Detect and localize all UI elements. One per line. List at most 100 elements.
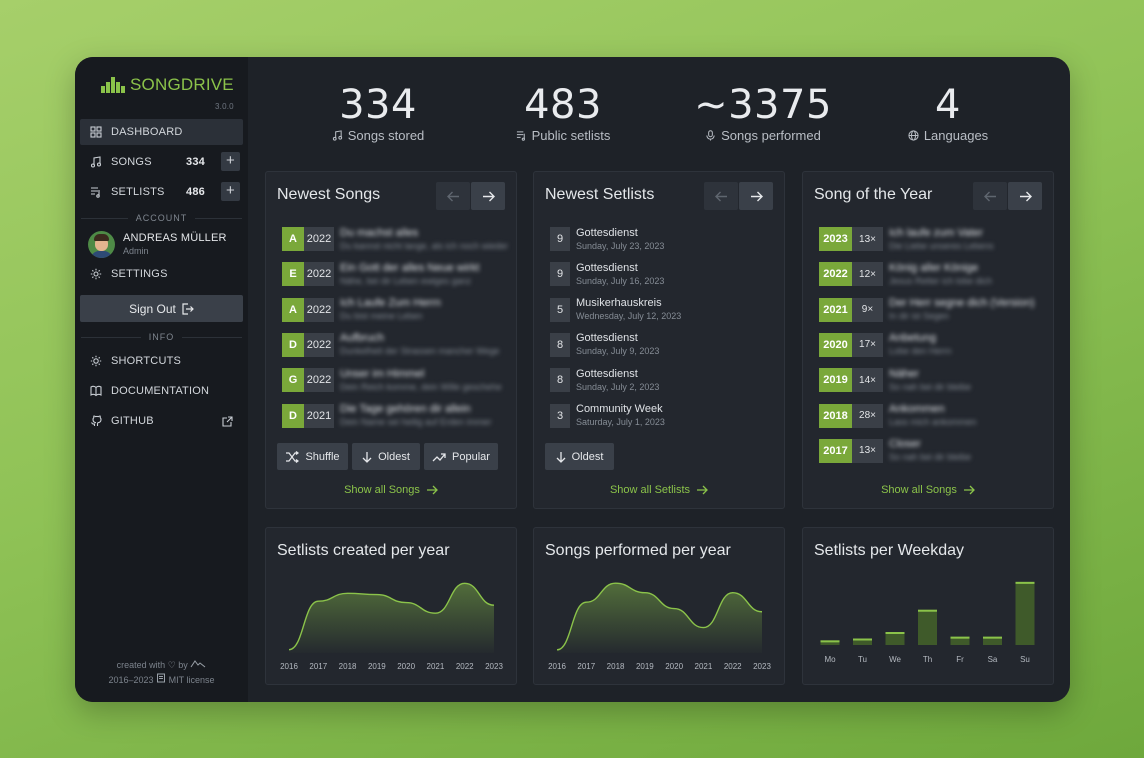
setlist-title: Gottesdienst [576, 226, 638, 239]
year-badge: 2022 [304, 227, 334, 251]
song-subtitle: Lobe den Herrn [889, 346, 952, 357]
arrow-right-icon [697, 485, 708, 495]
bar[interactable] [820, 640, 840, 645]
row-text: Gottesdienst Sunday, July 23, 2023 [576, 227, 664, 252]
stat-value: 483 [524, 82, 602, 128]
sidebar-item-songs[interactable]: SONGS 334 + [80, 149, 243, 175]
prev-button[interactable] [436, 182, 470, 210]
sidebar-item-shortcuts[interactable]: SHORTCUTS [80, 348, 243, 374]
setlist-row[interactable]: 9 Gottesdienst Sunday, July 23, 2023 [550, 226, 664, 252]
bar[interactable] [950, 636, 970, 645]
series-line [556, 582, 763, 651]
song-row[interactable]: G 2022 Unser im Himmel Dein Reich komme, de… [282, 367, 502, 393]
x-tick-label: 2021 [427, 662, 445, 671]
arrow-right-icon [426, 485, 438, 495]
sidebar-item-documentation[interactable]: DOCUMENTATION [80, 378, 243, 404]
stat-label: Songs performed [721, 128, 821, 143]
year-badge: 2022 [304, 297, 334, 322]
song-count-badge: 5 [550, 297, 570, 322]
x-tick-label: 2023 [485, 662, 503, 671]
shuffle-button[interactable]: Shuffle [277, 443, 348, 470]
oldest-button[interactable]: Oldest [352, 443, 420, 470]
footer-license[interactable]: MIT license [168, 675, 215, 685]
bar[interactable] [1015, 581, 1035, 645]
show-all-songs-link[interactable]: Show all Songs [803, 484, 1053, 496]
setlist-row[interactable]: 9 Gottesdienst Sunday, July 16, 2023 [550, 261, 664, 287]
user-profile[interactable]: ANDREAS MÜLLER Admin [88, 229, 243, 259]
add-setlist-button[interactable]: + [221, 182, 240, 201]
x-tick-label: 2022 [456, 662, 474, 671]
sign-out-button[interactable]: Sign Out [80, 295, 243, 322]
license-icon [157, 673, 166, 683]
show-all-setlists-link[interactable]: Show all Setlists [534, 484, 784, 496]
play-count-badge: 17× [852, 332, 883, 357]
oldest-button[interactable]: Oldest [545, 443, 614, 470]
logo[interactable]: SONGDRIVE 3.0.0 [75, 75, 248, 111]
prev-button[interactable] [704, 182, 738, 210]
song-row[interactable]: D 2021 Die Tage gehören dir allein Dein Nam… [282, 403, 492, 429]
sidebar-item-github[interactable]: GITHUB [80, 408, 243, 434]
row-text: König aller Könige Jesus Retter ich lobe … [889, 262, 992, 287]
song-row[interactable]: E 2022 Ein Gott der alles Neue wirkt Nähe, … [282, 261, 479, 287]
play-count-badge: 9× [852, 297, 883, 322]
popular-button[interactable]: Popular [424, 443, 498, 470]
setlist-row[interactable]: 5 Musikerhauskreis Wednesday, July 12, 202… [550, 297, 681, 323]
arrow-right-icon [482, 191, 495, 201]
setlist-title: Musikerhauskreis [576, 297, 662, 310]
sidebar-item-setlists[interactable]: SETLISTS 486 + [80, 179, 243, 205]
chart-title: Setlists per Weekday [814, 542, 964, 559]
next-button[interactable] [1008, 182, 1042, 210]
add-song-button[interactable]: + [221, 152, 240, 171]
prev-button[interactable] [973, 182, 1007, 210]
newest-setlists-card: Newest Setlists 9 Gottesdienst Sunday, Jul… [533, 171, 785, 509]
shuffle-icon [286, 450, 300, 463]
bar[interactable] [885, 632, 905, 645]
row-text: Community Week Saturday, July 1, 2023 [576, 403, 665, 428]
row-text: Unser im Himmel Dein Reich komme, dein Wi… [340, 368, 502, 393]
arrow-down-icon [362, 451, 372, 463]
sidebar-item-label: SETTINGS [111, 268, 168, 280]
song-row[interactable]: D 2022 Aufbruch Dunkelheit der Strassen man… [282, 332, 499, 358]
song-of-year-row[interactable]: 2022 12× König aller Könige Jesus Retter ic… [819, 261, 992, 287]
bar[interactable] [853, 638, 872, 646]
setlist-row[interactable]: 3 Community Week Saturday, July 1, 2023 [550, 403, 665, 429]
x-tick-label: 2018 [339, 662, 357, 671]
song-title: Closer [889, 438, 921, 451]
setlist-row[interactable]: 8 Gottesdienst Sunday, July 2, 2023 [550, 367, 659, 393]
sidebar-item-dashboard[interactable]: DASHBOARD [80, 119, 243, 145]
bar[interactable] [983, 636, 1002, 645]
song-of-year-row[interactable]: 2017 13× Closer So nah bei dir bleibe [819, 438, 971, 464]
x-tick-label: Su [1020, 655, 1030, 664]
next-button[interactable] [471, 182, 505, 210]
song-subtitle: So nah bei dir bleibe [889, 381, 972, 392]
link-label: Show all Setlists [609, 484, 691, 496]
song-of-year-row[interactable]: 2021 9× Der Herr segne dich (Version) In di… [819, 297, 1035, 323]
book-icon [90, 385, 102, 397]
setlist-row[interactable]: 8 Gottesdienst Sunday, July 9, 2023 [550, 332, 659, 358]
logo-version: 3.0.0 [215, 102, 234, 111]
setlists-per-year-chart: 2016 2017 2018 2019 2020 2021 2022 2023 [280, 582, 503, 671]
song-of-year-row[interactable]: 2019 14× Näher So nah bei dir bleibe [819, 367, 971, 393]
next-button[interactable] [739, 182, 773, 210]
bar-top [1015, 581, 1035, 584]
song-of-year-row[interactable]: 2018 28× Ankommen Lass mich ankommen [819, 403, 977, 429]
song-row[interactable]: A 2022 Ich Laufe Zum Herrn Du bist meine Le… [282, 297, 441, 323]
footer-years: 2016–2023 [108, 675, 154, 685]
songs-count: 334 [186, 156, 205, 168]
song-subtitle: Lass mich ankommen [889, 417, 977, 427]
sidebar-item-label: SONGS [111, 156, 152, 168]
show-all-songs-link[interactable]: Show all Songs [266, 484, 516, 496]
arrow-left-icon [983, 191, 996, 201]
setlist-title: Gottesdienst [576, 367, 638, 380]
song-title: Ankommen [889, 403, 945, 415]
sidebar-footer: created with ♡ by 2016–2023 MIT license [75, 658, 248, 688]
song-of-year-row[interactable]: 2023 13× Ich laufe zum Vater Die Liebe unse… [819, 226, 994, 252]
sidebar-item-settings[interactable]: SETTINGS [80, 261, 243, 287]
song-of-year-row[interactable]: 2020 17× Anbetung Lobe den Herrn [819, 332, 952, 358]
sidebar-item-label: GITHUB [111, 415, 154, 427]
bar[interactable] [918, 609, 937, 645]
microphone-icon [706, 130, 715, 141]
year-badge: 2021 [819, 297, 852, 322]
song-row[interactable]: A 2022 Du machst alles Du kannst nicht lang… [282, 226, 508, 252]
song-title: Ich laufe zum Vater [889, 226, 983, 239]
